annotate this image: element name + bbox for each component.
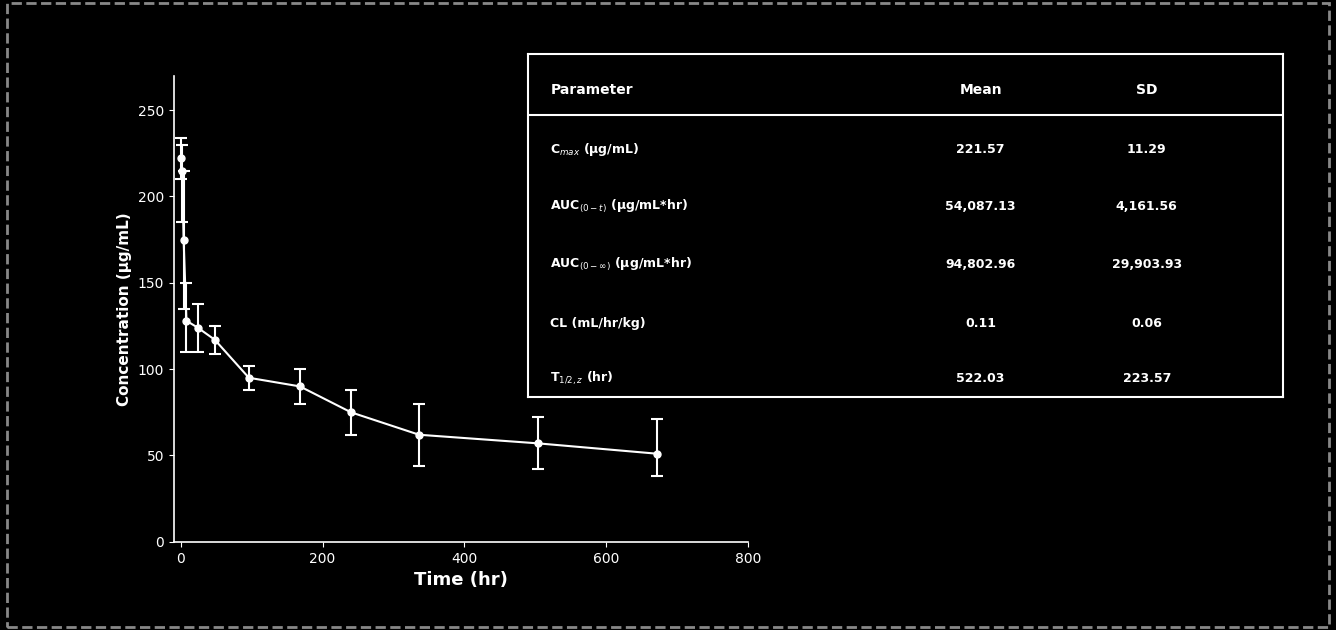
Text: 11.29: 11.29: [1126, 143, 1166, 156]
Text: 29,903.93: 29,903.93: [1112, 258, 1182, 271]
Text: Mean: Mean: [959, 83, 1002, 96]
Text: T$_{1/2,z}$ (hr): T$_{1/2,z}$ (hr): [550, 370, 615, 386]
Text: C$_{max}$ (μg/mL): C$_{max}$ (μg/mL): [550, 141, 640, 158]
Text: 4,161.56: 4,161.56: [1116, 200, 1177, 213]
Text: 221.57: 221.57: [957, 143, 1005, 156]
Text: SD: SD: [1136, 83, 1157, 96]
Text: 0.06: 0.06: [1132, 317, 1162, 329]
Text: 522.03: 522.03: [957, 372, 1005, 384]
Text: AUC$_{(0-∞)}$ (μg/mL*hr): AUC$_{(0-∞)}$ (μg/mL*hr): [550, 256, 692, 273]
Y-axis label: Concentration (μg/mL): Concentration (μg/mL): [118, 212, 132, 406]
Text: 94,802.96: 94,802.96: [946, 258, 1015, 271]
Text: 0.11: 0.11: [965, 317, 997, 329]
X-axis label: Time (hr): Time (hr): [414, 571, 508, 589]
Text: Parameter: Parameter: [550, 83, 633, 96]
Text: 54,087.13: 54,087.13: [946, 200, 1015, 213]
Text: 223.57: 223.57: [1122, 372, 1170, 384]
Text: CL (mL/hr/kg): CL (mL/hr/kg): [550, 317, 647, 329]
Text: AUC$_{(0-t)}$ (μg/mL*hr): AUC$_{(0-t)}$ (μg/mL*hr): [550, 198, 688, 215]
